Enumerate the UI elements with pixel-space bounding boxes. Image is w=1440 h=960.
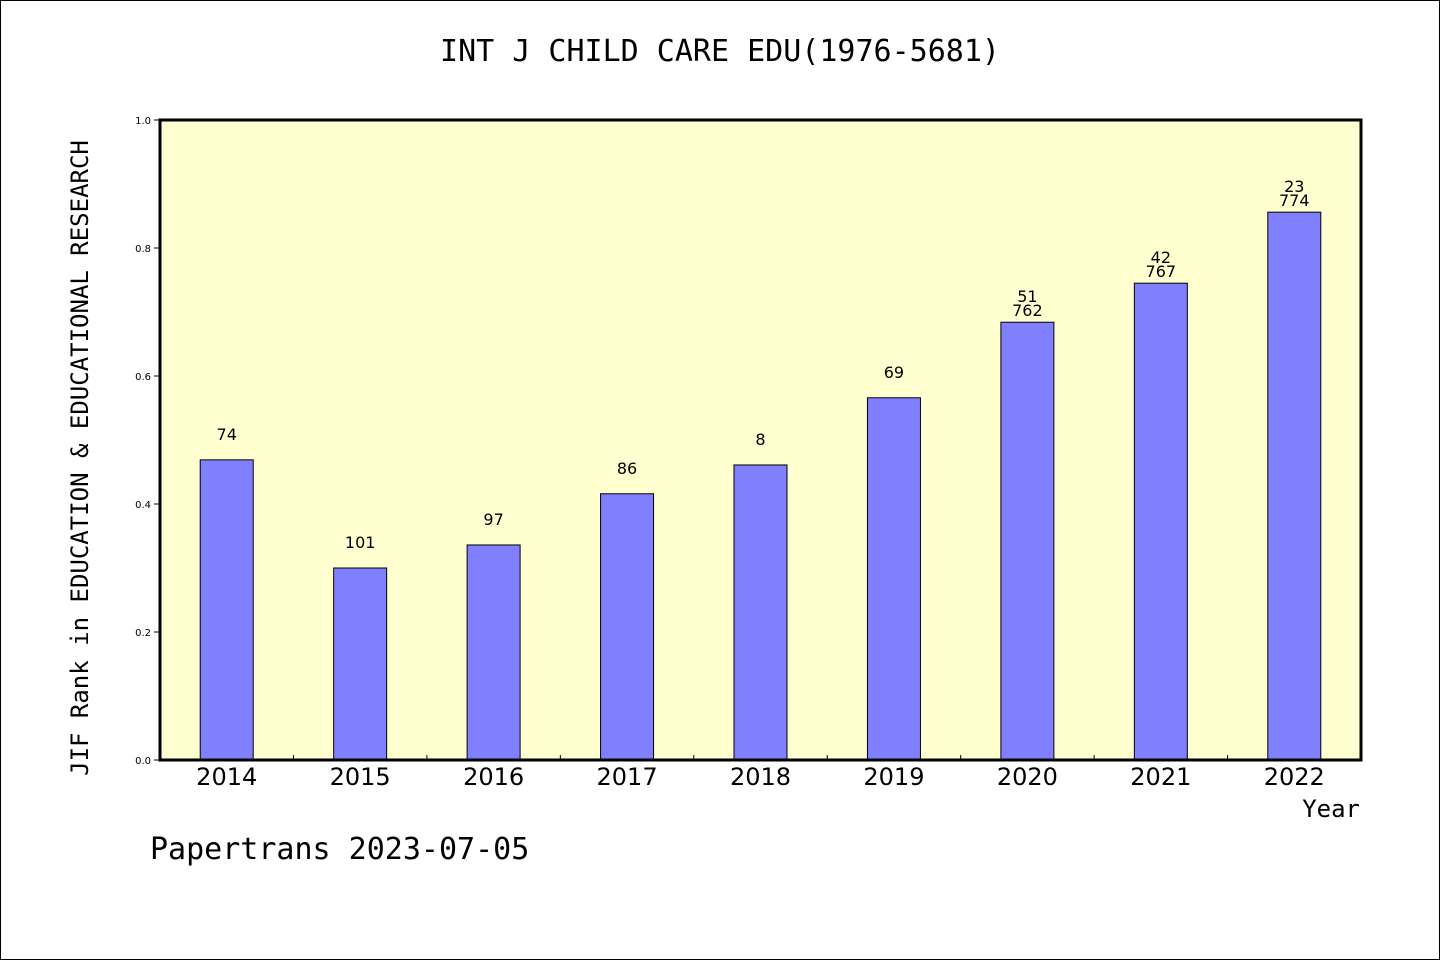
bar-2020 [1000,321,1055,761]
bar-2016 [466,544,521,761]
x-tick-label: 2020 [997,763,1058,791]
chart-title: INT J CHILD CARE EDU(1976-5681) [440,34,1000,69]
bar-value-label: 762 [1012,301,1043,320]
y-tick-label: 1.0 [135,116,151,127]
y-tick-label: 0.2 [135,628,151,639]
y-tick-label: 0.6 [135,372,151,383]
y-tick-label: 0.4 [135,500,151,511]
bar-2014 [199,459,254,761]
bar-2022 [1267,211,1322,761]
x-tick-label: 2019 [863,763,924,791]
bar-value-label: 97 [483,510,503,529]
bar-2021 [1133,282,1188,761]
x-tick-label: 2021 [1130,763,1191,791]
x-tick-label: 2018 [730,763,791,791]
bar-value-label: 767 [1146,262,1177,281]
bar-value-label: 69 [884,363,904,382]
bar-value-label: 23 [1284,177,1304,196]
x-tick-label: 2016 [463,763,524,791]
bar-2017 [600,493,655,761]
bar-value-label: 101 [345,533,376,552]
bar-2018 [733,464,788,761]
bar-2019 [866,397,921,761]
bar-value-label: 774 [1279,191,1310,210]
y-axis-label: JIF Rank in EDUCATION & EDUCATIONAL RESE… [66,140,94,776]
x-axis-label: Year [1302,795,1360,823]
footer-credit: Papertrans 2023-07-05 [150,832,530,867]
y-tick-label: 0.8 [135,244,151,255]
y-tick-label: 0.0 [135,756,151,767]
plot-border [158,118,1363,762]
bar-value-label: 86 [617,459,637,478]
bar-value-label: 8 [755,430,765,449]
x-tick-label: 2022 [1264,763,1325,791]
bar-value-label: 42 [1151,248,1171,267]
x-tick-label: 2015 [330,763,391,791]
x-tick-label: 2014 [196,763,257,791]
x-tick-label: 2017 [597,763,658,791]
bar-2015 [333,567,388,761]
bar-value-label: 51 [1017,287,1037,306]
bar-value-label: 74 [217,425,237,444]
